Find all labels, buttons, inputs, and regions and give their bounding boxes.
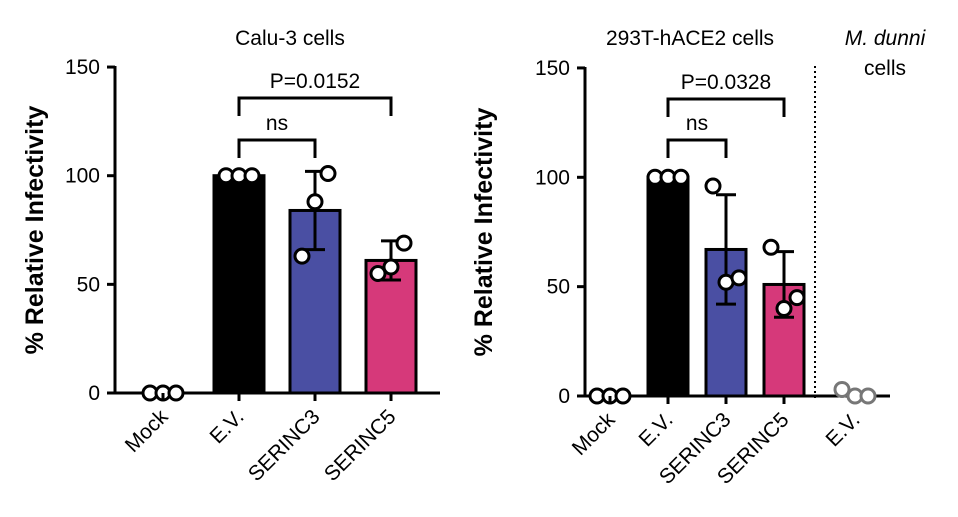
- data-point: [859, 387, 877, 405]
- x-tick-label: Mock: [121, 405, 173, 457]
- y-tick-label: 50: [77, 273, 100, 296]
- bar: [212, 174, 266, 395]
- chart-title: 293T-hACE2 cells: [606, 27, 774, 50]
- data-point: [369, 264, 387, 282]
- extra-group-title-rest: cells: [864, 57, 906, 80]
- extra-group-title-italic: M. dunni: [845, 27, 927, 50]
- x-tick-label: E.V.: [206, 405, 249, 448]
- significance-label: ns: [266, 112, 288, 135]
- y-axis-label: % Relative Infectivity: [470, 108, 498, 357]
- x-tick-label: E.V.: [822, 408, 865, 451]
- significance-bracket: [237, 138, 317, 158]
- x-tick-label: Mock: [568, 408, 620, 460]
- y-axis-label: % Relative Infectivity: [21, 106, 49, 355]
- data-point: [730, 269, 748, 287]
- bar: [364, 258, 418, 395]
- bar: [646, 175, 690, 398]
- significance-label: P=0.0152: [270, 70, 361, 93]
- y-tick-label: 100: [535, 166, 570, 189]
- data-point: [243, 167, 261, 185]
- data-point: [704, 177, 722, 195]
- panel-293t-hace2: 293T-hACE2 cells % Relative Infectivity …: [470, 27, 927, 489]
- data-point: [293, 247, 311, 265]
- y-tick-label: 150: [65, 56, 100, 79]
- significance-bracket: [666, 138, 728, 158]
- data-point: [672, 168, 690, 186]
- x-tick-label: SERINC3: [244, 405, 325, 486]
- data-point: [319, 165, 337, 183]
- y-tick-label: 150: [535, 57, 570, 80]
- x-tick-label: E.V.: [635, 408, 678, 451]
- significance-bracket: [666, 97, 786, 117]
- data-point: [167, 384, 185, 402]
- x-tick-label: SERINC5: [320, 405, 401, 486]
- data-point: [614, 387, 632, 405]
- data-point: [762, 238, 780, 256]
- y-tick-label: 0: [558, 385, 570, 408]
- data-point: [788, 289, 806, 307]
- y-tick-label: 0: [88, 382, 100, 405]
- chart-title: Calu-3 cells: [235, 27, 345, 50]
- y-tick-label: 50: [547, 276, 570, 299]
- data-point: [395, 234, 413, 252]
- y-tick-label: 100: [65, 165, 100, 188]
- data-point: [306, 193, 324, 211]
- panel-calu3: Calu-3 cells % Relative Infectivity 0 50 1…: [21, 27, 440, 486]
- significance-bracket: [237, 96, 393, 116]
- data-point: [775, 300, 793, 318]
- significance-label: ns: [686, 112, 708, 135]
- significance-label: P=0.0328: [681, 71, 772, 94]
- data-point: [382, 258, 400, 276]
- data-point: [833, 380, 851, 398]
